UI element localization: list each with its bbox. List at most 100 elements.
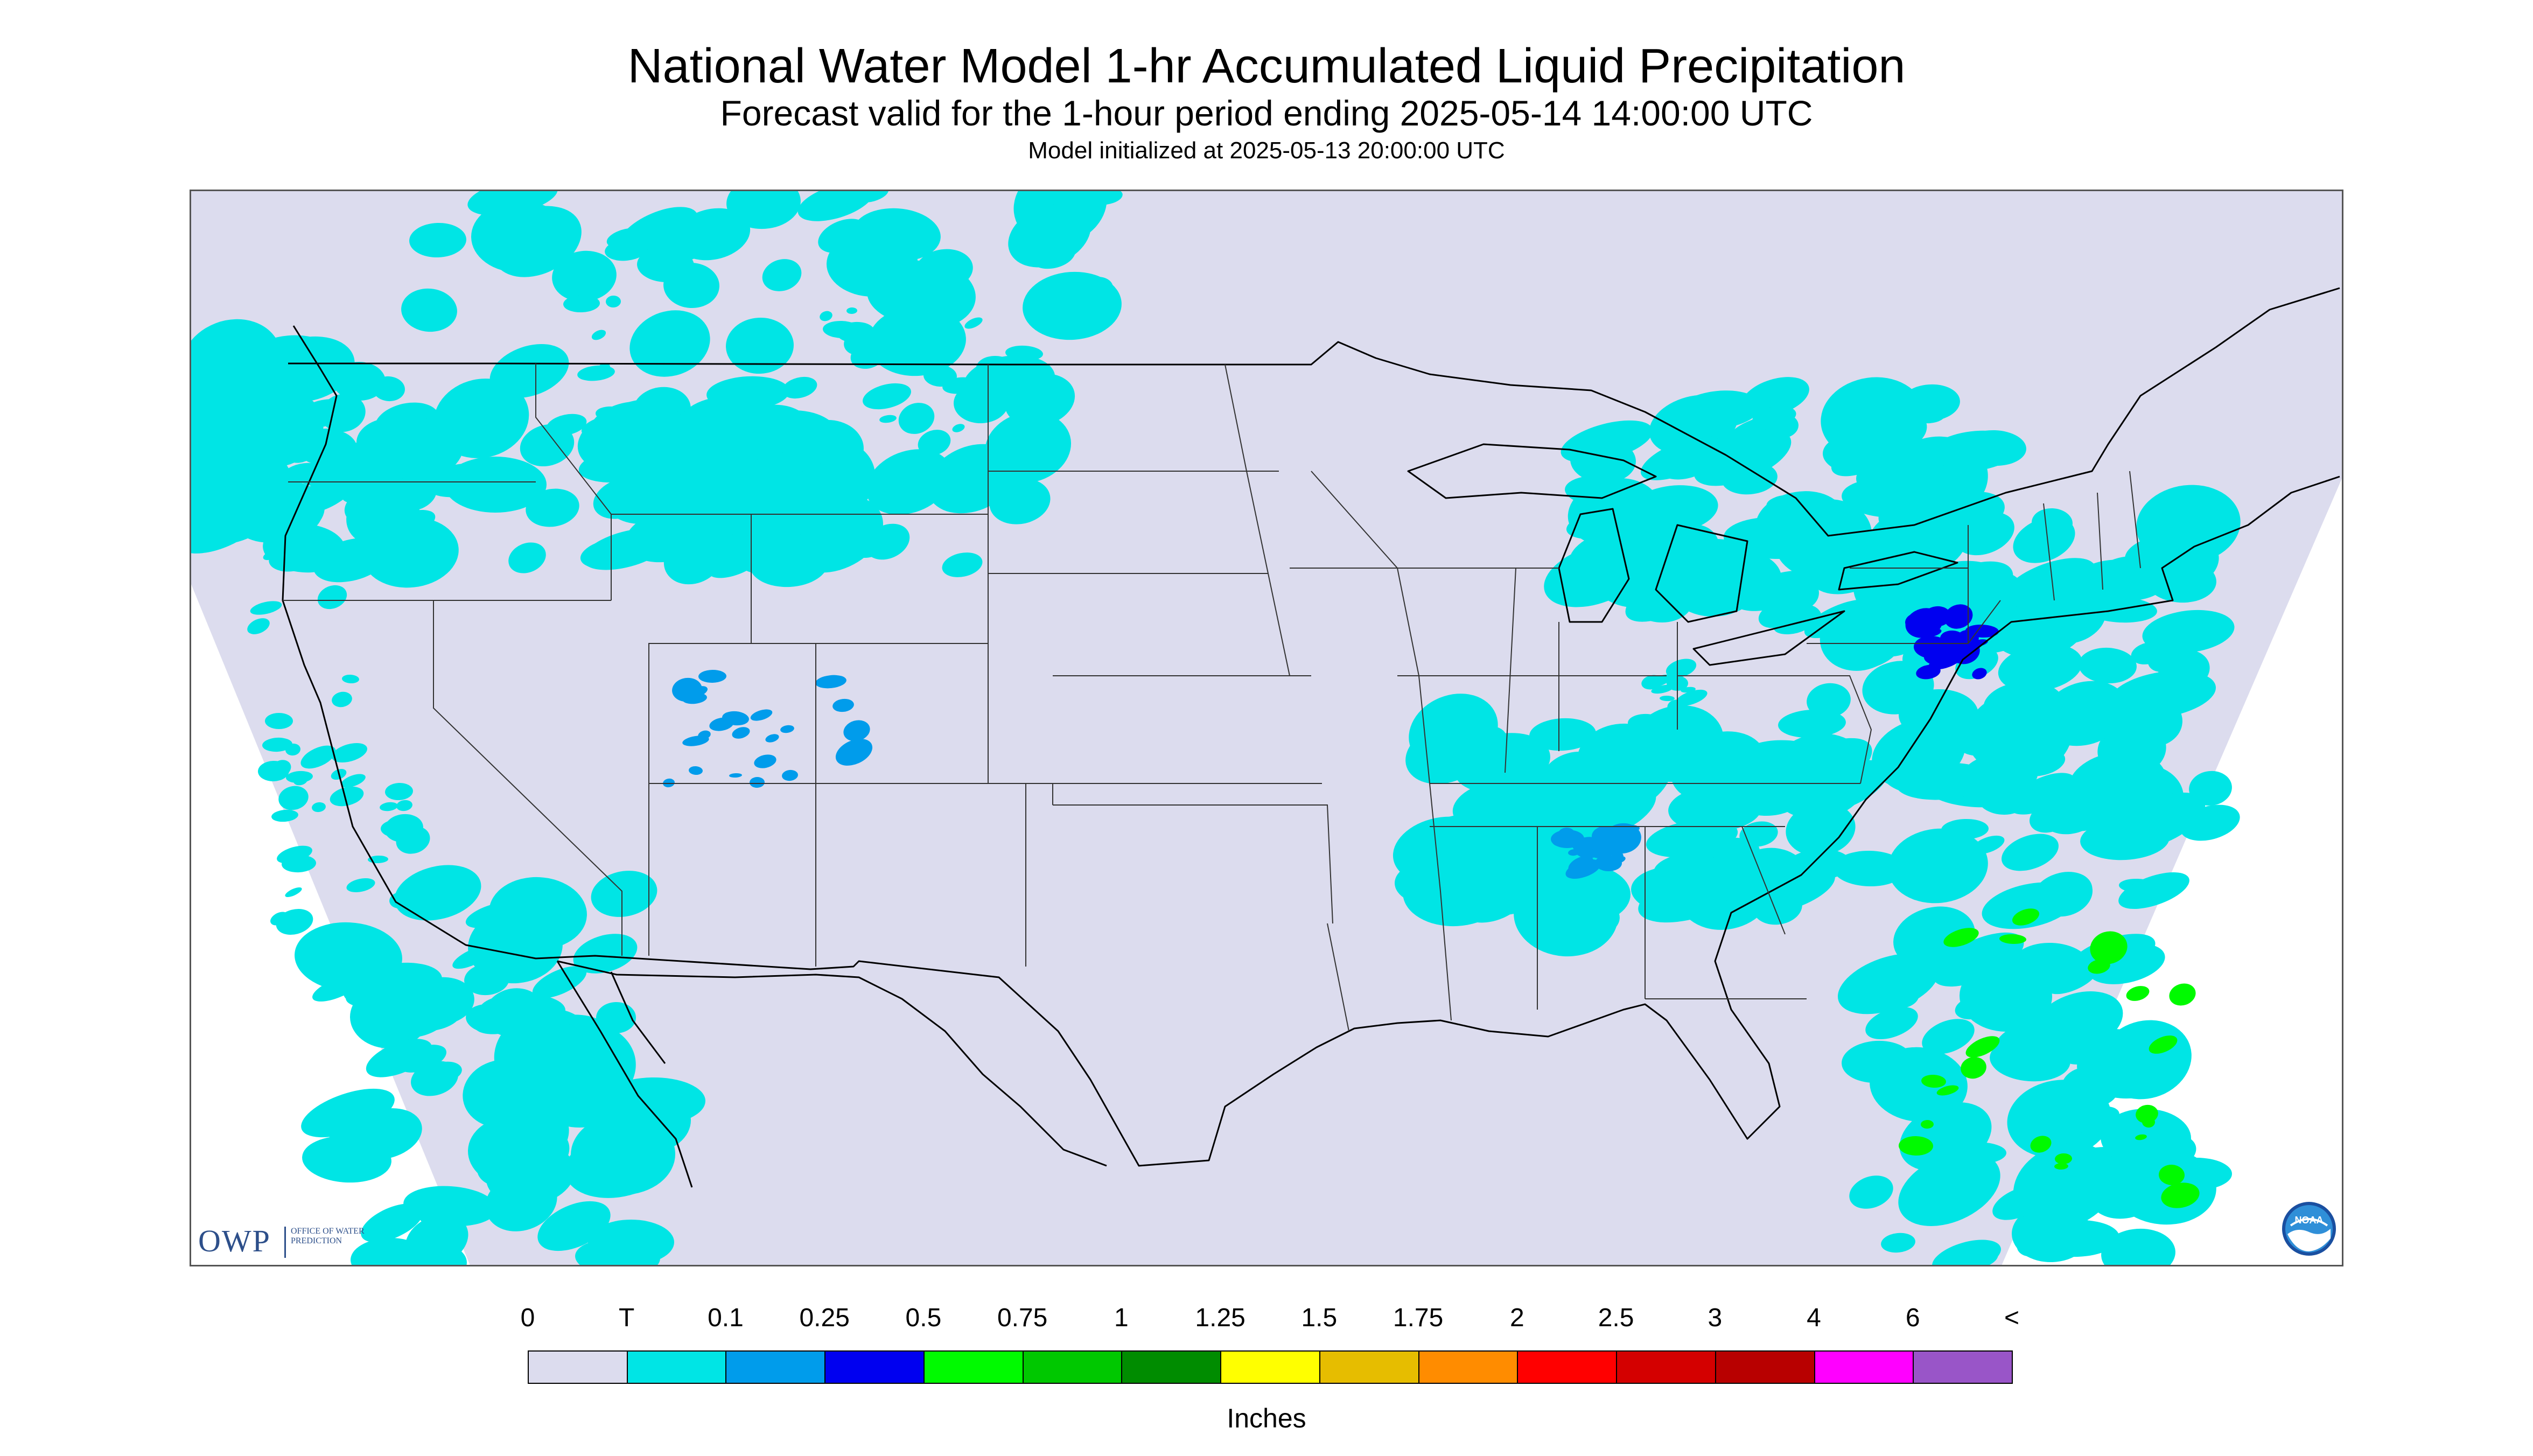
precip-cell	[918, 430, 951, 456]
legend-tick-label: T	[619, 1304, 635, 1332]
precip-cell	[330, 786, 364, 807]
us-outline	[282, 325, 2340, 1167]
precip-cell	[260, 469, 270, 478]
precip-cell	[1453, 733, 1550, 793]
precip-cell	[964, 317, 983, 329]
precip-cell	[464, 963, 509, 996]
precip-cell	[316, 418, 333, 427]
precip-cell	[2169, 983, 2196, 1006]
precip-cell	[324, 1117, 401, 1171]
precip-cell	[2054, 1163, 2068, 1170]
precip-cell	[730, 458, 802, 505]
precip-cell	[843, 720, 870, 741]
precip-cell	[409, 222, 466, 258]
precip-cell	[1514, 873, 1618, 957]
precip-cell	[797, 191, 874, 221]
state-line-id	[535, 363, 612, 600]
map-frame	[190, 190, 2343, 1266]
precip-cell	[835, 739, 873, 766]
legend-tick-label: 0	[520, 1304, 535, 1332]
precip-cell	[1849, 1175, 1893, 1209]
precip-cell	[750, 776, 765, 788]
precip-cell	[782, 769, 798, 781]
precip-cell	[2180, 804, 2240, 841]
precip-cell	[425, 463, 495, 498]
precip-cell	[2090, 931, 2128, 964]
precip-cell	[333, 361, 386, 401]
precip-cell	[341, 774, 366, 788]
precip-cell	[815, 675, 846, 689]
precip-cell	[682, 692, 707, 704]
precip-cell	[976, 356, 1014, 380]
state-line-ks-ok	[1052, 675, 1333, 924]
precip-cell	[689, 766, 703, 775]
precip-cell	[682, 736, 709, 746]
precip-cell	[729, 773, 742, 778]
precip-cell	[452, 946, 492, 969]
precip-cell	[709, 717, 734, 731]
precip-cell	[596, 1002, 636, 1034]
precip-cell	[521, 1066, 567, 1093]
precip-area	[401, 191, 1123, 577]
precip-cell	[1565, 859, 1601, 879]
precip-cell	[389, 892, 411, 909]
precip-cell	[2003, 558, 2096, 607]
precip-cell	[1694, 429, 1792, 486]
us-mexico-border	[557, 960, 1107, 1167]
legend-swatch	[1814, 1350, 1914, 1384]
precip-cell	[2158, 649, 2210, 690]
precip-cell	[1999, 934, 2026, 944]
legend-swatch	[1517, 1350, 1617, 1384]
precip-cell	[605, 239, 648, 261]
precip-cell	[394, 865, 481, 921]
legend-swatch	[1616, 1350, 1716, 1384]
precip-cell	[262, 737, 292, 752]
legend-swatch	[1913, 1350, 2013, 1384]
state-line-dakotas	[988, 364, 1290, 783]
state-line-ut-co	[648, 643, 1053, 967]
legend-unit-label: Inches	[1227, 1403, 1306, 1433]
precip-cell	[373, 376, 405, 402]
precip-cell	[1936, 1085, 1959, 1096]
map-subtitle: Forecast valid for the 1-hour period end…	[720, 93, 1813, 133]
precip-cell	[1778, 709, 1846, 738]
precip-cell	[396, 800, 412, 811]
precip-cell	[820, 311, 832, 321]
precip-cell	[2030, 1136, 2052, 1153]
legend-tick-label: 1	[1114, 1304, 1129, 1332]
precip-cell	[942, 377, 977, 394]
precip-cell	[191, 358, 241, 409]
precip-cell	[1008, 203, 1091, 268]
precip-cell	[249, 517, 274, 533]
precip-cell	[866, 449, 952, 515]
precip-cell	[332, 743, 367, 763]
precip-cell	[1880, 744, 1956, 794]
precip-cell	[1865, 1006, 1918, 1040]
legend-swatch	[1418, 1350, 1518, 1384]
state-line-mississippi-valley	[1311, 471, 1452, 1021]
precip-cell	[403, 1186, 497, 1227]
precip-cell	[342, 674, 359, 684]
owp-logo-letters: OWP	[198, 1223, 271, 1258]
precip-cell	[575, 1238, 660, 1265]
legend-tick-label: 2.5	[1598, 1304, 1634, 1332]
precip-cell	[1807, 683, 1851, 718]
legend-swatch	[1220, 1350, 1320, 1384]
legend-tick-label: 1.75	[1393, 1304, 1444, 1332]
precip-cell	[606, 474, 688, 524]
precip-cell	[385, 782, 413, 801]
legend-tick-label: 3	[1708, 1304, 1723, 1332]
precip-cell	[1766, 495, 1800, 511]
precip-cell	[782, 376, 817, 399]
state-line-appalachia	[1677, 525, 2001, 784]
precip-cell	[2142, 610, 2235, 654]
precip-cell	[674, 208, 751, 261]
precip-cell	[1599, 764, 1655, 787]
owp-logo-divider	[284, 1227, 286, 1258]
precip-cell	[2002, 834, 2059, 871]
precip-cell	[1522, 795, 1607, 848]
precip-cell	[648, 422, 753, 488]
precip-cell	[361, 1203, 423, 1242]
precip-area	[1393, 694, 1870, 957]
precip-cell	[1937, 642, 1968, 664]
